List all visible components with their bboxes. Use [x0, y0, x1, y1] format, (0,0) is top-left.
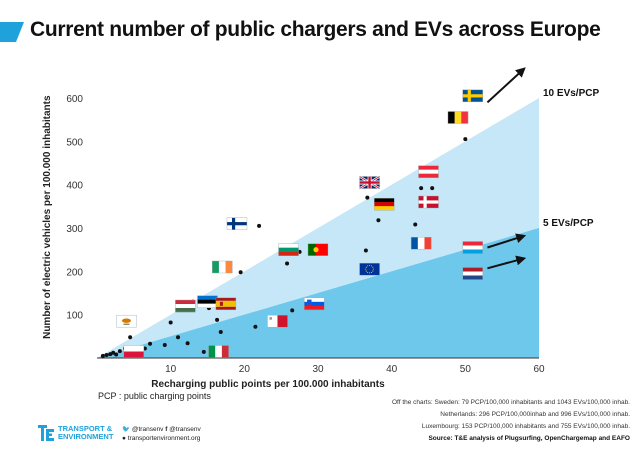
flag-luxembourg-icon	[462, 241, 483, 254]
y-tick-label: 200	[66, 267, 83, 278]
flag-finland-icon	[226, 217, 248, 230]
social-links: 🐦 @transenv f @transenv ● transportenvir…	[122, 425, 201, 443]
data-point	[185, 341, 190, 346]
brand-line-1: TRANSPORT &	[58, 424, 113, 433]
data-point	[100, 353, 105, 358]
data-point	[148, 341, 153, 346]
data-point	[290, 308, 295, 313]
te-logo-icon	[38, 425, 54, 441]
data-point	[111, 350, 116, 355]
facebook-icon: f	[165, 426, 168, 433]
pcp-note: PCP : public charging points	[98, 391, 211, 401]
flag-slovenia-icon	[304, 297, 325, 311]
twitter-handle[interactable]: @transenv	[131, 426, 164, 433]
flag-bulgaria-icon	[278, 243, 299, 256]
off-chart-note-sweden: Off the charts: Sweden: 79 PCP/100,000 i…	[391, 399, 630, 406]
flag-sweden-icon	[462, 89, 483, 103]
facebook-handle[interactable]: @transenv	[169, 426, 201, 433]
source-note: Source: T&E analysis of Plugsurfing, Ope…	[428, 435, 630, 442]
flag-spain-icon	[215, 297, 237, 311]
flag-austria-icon	[418, 165, 439, 178]
flag-european-union-icon	[359, 262, 380, 276]
arrow-netherlands-off-chart	[487, 255, 527, 270]
y-tick-label: 300	[66, 224, 83, 235]
arrow-luxembourg-off-chart	[487, 233, 527, 249]
y-tick-label: 500	[66, 137, 83, 148]
title-accent-bar	[0, 22, 24, 42]
flag-poland-icon	[123, 345, 145, 358]
x-axis-title: Recharging public points per 100.000 inh…	[151, 379, 385, 390]
arrow-sweden-off-chart	[486, 67, 526, 104]
data-point	[176, 335, 181, 340]
flag-ireland-icon	[212, 260, 233, 274]
data-point	[104, 352, 109, 357]
website-link[interactable]: transportenvironment.org	[127, 435, 201, 442]
data-point	[430, 186, 435, 191]
data-point	[117, 349, 122, 354]
flag-netherlands-icon	[462, 267, 483, 280]
data-point	[413, 222, 418, 227]
flag-united-kingdom-icon	[358, 175, 381, 190]
x-tick-label: 60	[533, 364, 545, 375]
off-chart-note-netherlands: Netherlands: 296 PCP/100,000inhab and 99…	[440, 411, 630, 418]
flag-estonia-icon	[197, 295, 218, 308]
y-tick-label: 600	[66, 94, 83, 105]
flag-france-icon	[410, 236, 432, 250]
data-point	[463, 137, 468, 142]
x-tick-label: 50	[460, 364, 472, 375]
flag-malta-icon	[267, 314, 288, 328]
data-point	[201, 349, 206, 354]
off-chart-note-luxembourg: Luxembourg: 153 PCP/100,000 inhabitants …	[421, 423, 630, 430]
label-10-evs-per-pcp: 10 EVs/PCP	[543, 88, 599, 99]
data-point	[215, 317, 220, 322]
data-point	[114, 352, 119, 357]
data-point	[168, 320, 173, 325]
label-5-evs-per-pcp: 5 EVs/PCP	[543, 218, 594, 229]
flag-portugal-icon	[307, 243, 329, 256]
x-tick-label: 40	[386, 364, 398, 375]
flag-denmark-icon	[418, 195, 439, 209]
data-point	[128, 335, 133, 340]
x-tick-label: 30	[312, 364, 324, 375]
x-tick-label: 20	[239, 364, 251, 375]
data-point	[257, 223, 262, 228]
data-point	[218, 330, 223, 335]
y-axis-title: Number of electric vehicles per 100.000 …	[42, 95, 53, 339]
data-point	[376, 218, 381, 223]
data-point	[363, 248, 368, 253]
y-tick-label: 100	[66, 311, 83, 322]
social-row: 🐦 @transenv f @transenv	[122, 425, 201, 434]
flag-germany-icon	[374, 197, 395, 211]
data-point	[365, 195, 370, 200]
flag-belgium-icon	[447, 111, 469, 124]
flag-italy-icon	[208, 345, 229, 358]
brand-line-2: ENVIRONMENT	[58, 432, 114, 441]
data-point	[238, 270, 243, 275]
x-tick-label: 10	[165, 364, 177, 375]
flag-cyprus-icon	[116, 314, 137, 328]
data-point	[285, 261, 290, 266]
y-tick-label: 400	[66, 181, 83, 192]
twitter-icon: 🐦	[122, 426, 131, 433]
data-point	[419, 186, 424, 191]
data-point	[162, 343, 167, 348]
globe-icon: ●	[122, 435, 126, 442]
flag-hungary-icon	[175, 299, 196, 313]
web-row: ● transportenvironment.org	[122, 434, 201, 443]
band-5-evs-per-pcp	[97, 228, 539, 358]
chart-title: Current number of public chargers and EV…	[30, 18, 601, 41]
data-point	[253, 324, 258, 329]
brand-name: TRANSPORT & ENVIRONMENT	[58, 425, 113, 441]
